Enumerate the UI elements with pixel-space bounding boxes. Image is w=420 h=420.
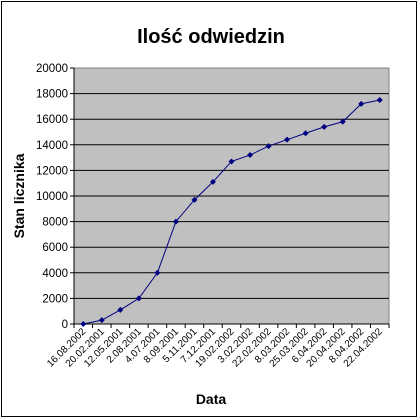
y-tick-label: 6000 [42, 242, 68, 254]
x-axis-ticks: 16.08.200220.02.200112.05.20012.08.20014… [45, 323, 390, 370]
y-tick-label: 18000 [36, 89, 68, 101]
data-point [228, 158, 235, 165]
y-tick-label: 12000 [36, 165, 68, 177]
gridlines [74, 93, 389, 299]
data-point [209, 178, 216, 185]
data-point [284, 136, 291, 143]
chart-title: Ilość odwiedzin [137, 26, 285, 48]
data-point [172, 218, 179, 225]
series-markers [80, 97, 383, 327]
y-tick-label: 20000 [36, 63, 68, 75]
x-axis-title: Data [196, 391, 227, 407]
data-point [154, 269, 161, 276]
y-axis-title: Stan licznika [11, 153, 27, 238]
y-axis-ticks: 0 2000 4000 6000 8000 10000 12000 14000 16000 180… [36, 63, 75, 331]
data-point [339, 118, 346, 125]
y-tick-label: 16000 [36, 114, 68, 126]
y-tick-label: 0 [62, 319, 68, 331]
data-point [98, 317, 105, 324]
data-point [321, 123, 328, 130]
data-point [376, 97, 383, 103]
data-point [191, 196, 198, 203]
y-tick-label: 8000 [42, 217, 68, 229]
y-tick-label: 14000 [36, 140, 68, 152]
data-point [265, 143, 272, 150]
data-point [80, 321, 87, 327]
y-tick-label: 4000 [42, 268, 68, 280]
data-point [302, 130, 309, 137]
y-tick-label: 2000 [42, 293, 68, 305]
data-point [117, 306, 124, 313]
data-point [135, 295, 142, 302]
data-point [358, 100, 365, 107]
data-point [247, 152, 254, 159]
y-tick-label: 10000 [36, 191, 68, 203]
